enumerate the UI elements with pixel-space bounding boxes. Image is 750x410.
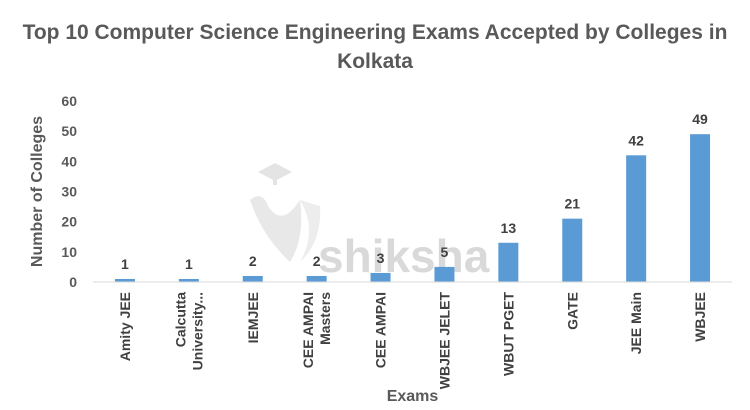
bar	[626, 155, 647, 282]
x-tick-label-line: Amity JEE	[117, 292, 133, 361]
x-tick-label: WBJEE	[692, 292, 708, 342]
bar	[370, 272, 391, 282]
bar	[498, 242, 519, 282]
x-tick-label-line: CEE AMPAI	[373, 292, 389, 368]
x-tick-label-line: JEE Main	[628, 292, 644, 354]
x-tick-label: WBUT PGET	[500, 292, 516, 376]
y-tick-label: 20	[61, 214, 77, 230]
chart-title: Top 10 Computer Science Engineering Exam…	[0, 18, 750, 76]
x-tick-label: WBJEE JELET	[436, 292, 452, 390]
x-tick-label-line: WBJEE	[692, 292, 708, 342]
x-tick-label: Amity JEE	[117, 292, 133, 361]
x-tick-label: CEE AMPAI	[373, 292, 389, 368]
x-tick-label-line: IEMJEE	[245, 292, 261, 343]
data-labels: 1 1 2 2 3 5 13 21 42 49	[121, 111, 708, 272]
x-tick-label: IEMJEE	[245, 292, 261, 343]
data-label: 42	[628, 132, 644, 148]
x-tick-label-line: University...	[189, 292, 205, 370]
bar	[562, 218, 583, 282]
y-tick-label: 0	[69, 274, 77, 290]
y-axis: 0 10 20 30 40 50 60	[61, 93, 77, 290]
x-tick-label: JEE Main	[628, 292, 644, 354]
x-axis-title: Exams	[387, 388, 439, 405]
x-tick-label-line: Masters	[317, 292, 333, 345]
y-tick-label: 40	[61, 153, 77, 169]
shiksha-logo-icon	[250, 163, 321, 262]
watermark-text: shiksha	[318, 230, 490, 282]
x-tick-label: CalcuttaUniversity...	[172, 292, 205, 371]
bar	[434, 266, 455, 282]
bars	[114, 134, 711, 282]
x-tick-label: CEE AMPAIMasters	[300, 292, 333, 368]
y-tick-label: 10	[61, 244, 77, 260]
y-tick-label: 30	[61, 184, 77, 200]
y-axis-title: Number of Colleges	[29, 116, 46, 267]
data-label: 13	[501, 220, 517, 236]
y-tick-label: 50	[61, 123, 77, 139]
y-tick-label: 60	[61, 93, 77, 109]
x-tick-label-line: WBUT PGET	[500, 292, 516, 376]
x-tick-label-line: Calcutta	[172, 292, 188, 347]
bar	[178, 278, 199, 282]
bar	[242, 275, 263, 282]
x-tick-label-line: GATE	[564, 292, 580, 330]
shiksha-watermark: shiksha	[250, 163, 490, 282]
x-axis: Amity JEE CalcuttaUniversity... IEMJEE CEE …	[117, 292, 708, 390]
data-label: 5	[441, 244, 449, 260]
data-label: 1	[185, 256, 193, 272]
chart-title-text: Top 10 Computer Science Engineering Exam…	[22, 21, 728, 73]
data-label: 2	[249, 253, 257, 269]
x-tick-label-line: CEE AMPAI	[300, 292, 316, 368]
data-label: 1	[121, 256, 129, 272]
data-label: 21	[564, 196, 580, 212]
data-label: 2	[313, 253, 321, 269]
bar	[114, 278, 135, 282]
x-tick-label: GATE	[564, 292, 580, 330]
bar	[306, 275, 327, 282]
x-tick-label-line: WBJEE JELET	[436, 292, 452, 390]
data-label: 49	[692, 111, 708, 127]
data-label: 3	[377, 250, 385, 266]
bar	[690, 134, 711, 282]
